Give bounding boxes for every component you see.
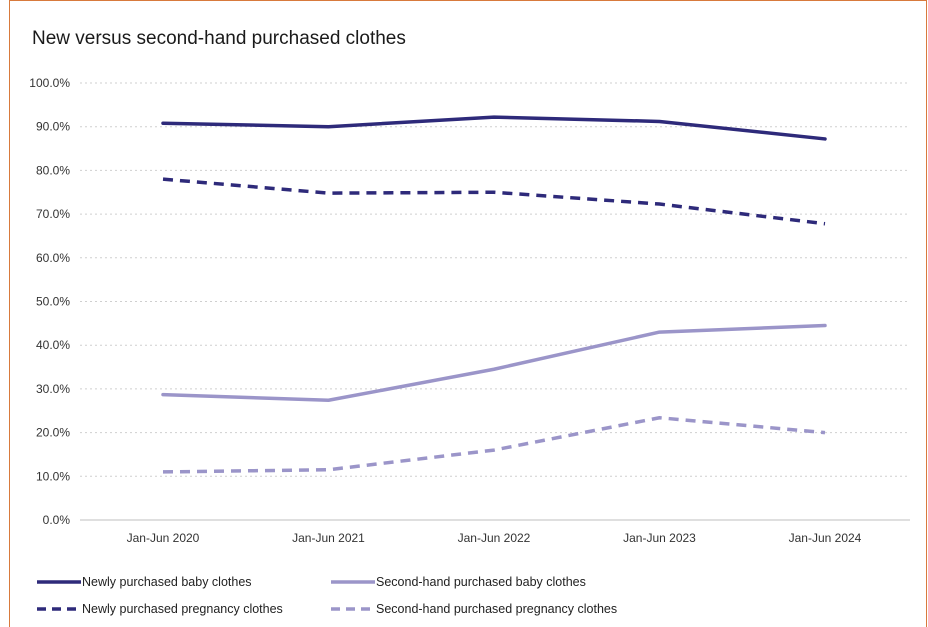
y-tick-label: 10.0% [36, 469, 70, 483]
y-tick-label: 30.0% [36, 382, 70, 396]
x-tick-label: Jan-Jun 2021 [292, 531, 365, 545]
series-line-1 [161, 115, 827, 141]
y-tick-label: 60.0% [36, 251, 70, 265]
y-tick-label: 70.0% [36, 207, 70, 221]
chart-frame [9, 0, 927, 627]
chart-title: New versus second-hand purchased clothes [32, 28, 406, 49]
y-tick-label: 40.0% [36, 338, 70, 352]
y-tick-label: 50.0% [36, 295, 70, 309]
y-tick-label: 20.0% [36, 426, 70, 440]
x-tick-label: Jan-Jun 2024 [789, 531, 862, 545]
x-tick-label: Jan-Jun 2023 [623, 531, 696, 545]
y-tick-label: 90.0% [36, 120, 70, 134]
legend-label: Second-hand purchased baby clothes [376, 575, 586, 589]
x-tick-label: Jan-Jun 2022 [458, 531, 531, 545]
y-tick-label: 0.0% [43, 513, 71, 527]
y-tick-label: 80.0% [36, 163, 70, 177]
series-line-4 [162, 415, 826, 474]
series-line-2 [161, 323, 827, 403]
legend-label: Newly purchased baby clothes [82, 575, 252, 589]
x-tick-label: Jan-Jun 2020 [127, 531, 200, 545]
legend-label: Second-hand purchased pregnancy clothes [376, 602, 617, 616]
series-line-3 [162, 177, 826, 226]
y-tick-label: 100.0% [29, 76, 70, 90]
legend-label: Newly purchased pregnancy clothes [82, 602, 283, 616]
